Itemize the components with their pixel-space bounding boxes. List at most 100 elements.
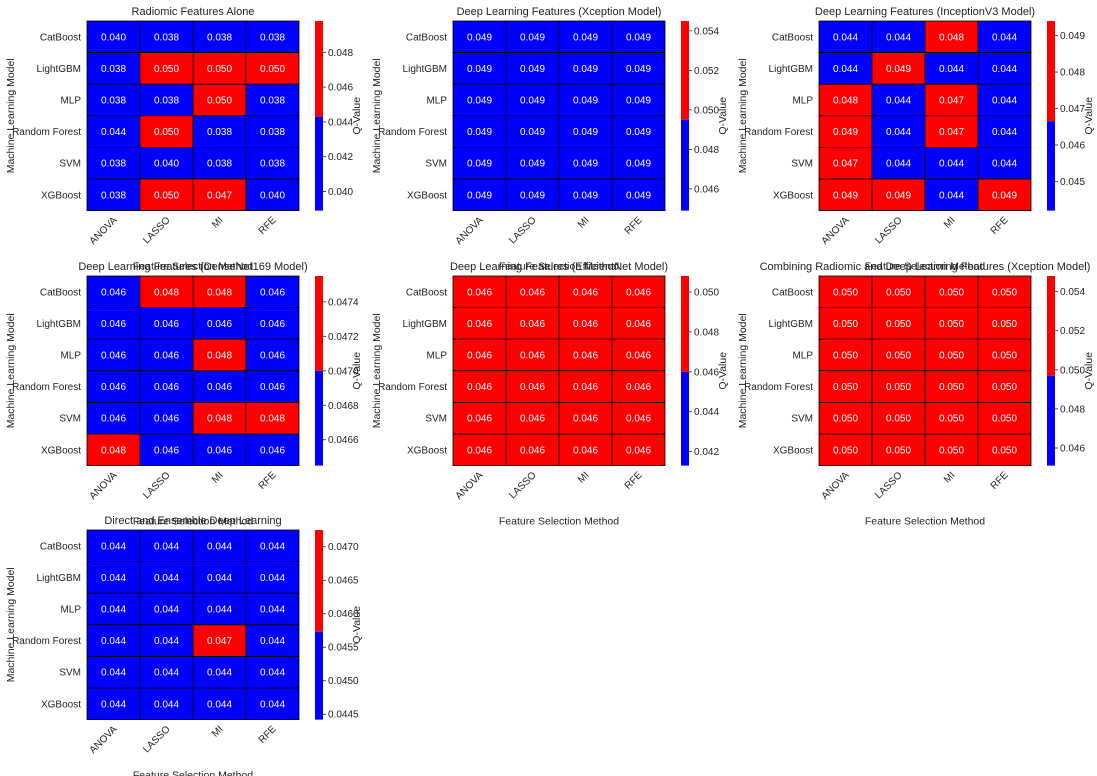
x-tick-label: MI — [942, 215, 958, 231]
x-tick-label: RFE — [257, 215, 279, 237]
cell-value-label: 0.049 — [626, 159, 651, 170]
cell-value-label: 0.044 — [886, 159, 911, 170]
colorbar-tick-label: 0.052 — [1060, 326, 1085, 337]
heatmap-cell — [871, 178, 926, 212]
heatmap-cell — [245, 178, 300, 212]
cell-value-label: 0.044 — [939, 159, 964, 170]
heatmap-cell — [245, 307, 300, 340]
y-tick-label: Random Forest — [12, 382, 81, 393]
heatmap-cell — [611, 115, 666, 148]
heatmap-cell — [139, 20, 194, 54]
cell-value-label: 0.050 — [833, 414, 858, 425]
x-axis-label: Feature Selection Method — [865, 261, 985, 273]
x-tick-label: ANOVA — [88, 470, 120, 502]
colorbar-low-segment — [681, 371, 689, 466]
heatmap-cell — [139, 401, 194, 435]
heatmap-cell — [139, 83, 194, 117]
cell-value-label: 0.046 — [520, 287, 545, 298]
chart-title: Radiomic Features Alone — [132, 6, 255, 18]
cell-value-label: 0.050 — [939, 414, 964, 425]
colorbar-label: Q-Value — [717, 97, 729, 135]
cell-value-label: 0.046 — [154, 351, 179, 362]
cell-value-label: 0.044 — [886, 96, 911, 107]
cell-value-label: 0.046 — [260, 351, 285, 362]
x-tick-label: ANOVA — [454, 215, 486, 247]
cell-value-label: 0.049 — [467, 190, 492, 201]
x-tick-label: LASSO — [507, 215, 539, 247]
colorbar-tick-label: 0.048 — [694, 145, 719, 156]
heatmap-cell — [505, 115, 560, 148]
cell-value-label: 0.046 — [207, 319, 232, 330]
colorbar-label: Q-Value — [717, 352, 729, 390]
colorbar-tick-label: 0.0450 — [328, 676, 359, 687]
heatmap-cell — [818, 146, 873, 180]
x-tick-label: MI — [942, 470, 958, 486]
heatmap-cell — [192, 20, 247, 54]
y-tick-label: LightGBM — [769, 64, 813, 75]
heatmap-cell — [924, 401, 979, 435]
cell-value-label: 0.044 — [154, 699, 179, 710]
cell-value-label: 0.044 — [886, 32, 911, 43]
heatmap-cell — [558, 307, 613, 340]
heatmap-cell — [611, 275, 666, 309]
cell-value-label: 0.044 — [260, 699, 285, 710]
colorbar-label: Q-Value — [1083, 352, 1095, 390]
cell-value-label: 0.046 — [520, 351, 545, 362]
cell-value-label: 0.049 — [467, 127, 492, 138]
cell-value-label: 0.050 — [992, 382, 1017, 393]
colorbar-tick-label: 0.0460 — [328, 609, 359, 620]
heatmap-cell — [611, 146, 666, 180]
y-tick-label: Random Forest — [744, 127, 813, 138]
colorbar-label: Q-Value — [1083, 97, 1095, 135]
cell-value-label: 0.046 — [207, 445, 232, 456]
chart-title: Deep Learning Features (Xception Model) — [457, 6, 662, 18]
cell-value-label: 0.044 — [207, 573, 232, 584]
heatmap-cell — [611, 20, 666, 54]
cell-value-label: 0.044 — [101, 668, 126, 679]
colorbar-tick-label: 0.048 — [1060, 68, 1085, 79]
heatmap-panel-2: Deep Learning Features (Xception Model) 0… — [371, 6, 729, 273]
cell-value-label: 0.046 — [626, 319, 651, 330]
heatmap-cell — [871, 433, 926, 467]
x-tick-label: LASSO — [873, 215, 905, 247]
heatmap-cell — [86, 178, 141, 212]
heatmap-cell — [558, 433, 613, 467]
cell-value-label: 0.050 — [833, 445, 858, 456]
cell-value-label: 0.046 — [207, 382, 232, 393]
cell-value-label: 0.044 — [939, 190, 964, 201]
cell-value-label: 0.050 — [992, 351, 1017, 362]
cell-value-label: 0.046 — [101, 382, 126, 393]
cell-value-label: 0.047 — [833, 159, 858, 170]
colorbar-tick-label: 0.046 — [694, 367, 719, 378]
heatmap-cell — [245, 115, 300, 148]
colorbar-label: Q-Value — [351, 352, 363, 390]
cell-value-label: 0.050 — [833, 351, 858, 362]
cell-value-label: 0.049 — [886, 64, 911, 75]
y-tick-label: XGBoost — [41, 190, 81, 201]
cell-value-label: 0.046 — [260, 287, 285, 298]
cell-value-label: 0.046 — [626, 414, 651, 425]
heatmap-cell — [505, 338, 560, 372]
cell-value-label: 0.048 — [154, 287, 179, 298]
cell-value-label: 0.047 — [939, 96, 964, 107]
heatmap-cell — [452, 178, 507, 212]
colorbar-tick-label: 0.054 — [694, 26, 719, 37]
cell-value-label: 0.046 — [467, 382, 492, 393]
y-tick-label: CatBoost — [406, 32, 447, 43]
heatmap-cell — [192, 146, 247, 180]
cell-value-label: 0.048 — [207, 351, 232, 362]
cell-value-label: 0.046 — [520, 445, 545, 456]
cell-value-label: 0.049 — [520, 159, 545, 170]
cell-value-label: 0.050 — [939, 351, 964, 362]
cell-value-label: 0.046 — [467, 445, 492, 456]
cell-value-label: 0.044 — [154, 668, 179, 679]
x-tick-label: MI — [210, 724, 226, 740]
heatmap-cell — [924, 178, 979, 212]
heatmap-cell — [558, 146, 613, 180]
colorbar-high-segment — [1047, 276, 1055, 376]
colorbar-tick-label: 0.054 — [1060, 287, 1085, 298]
heatmap-cell — [192, 307, 247, 340]
y-tick-label: CatBoost — [406, 287, 447, 298]
cell-value-label: 0.044 — [101, 573, 126, 584]
